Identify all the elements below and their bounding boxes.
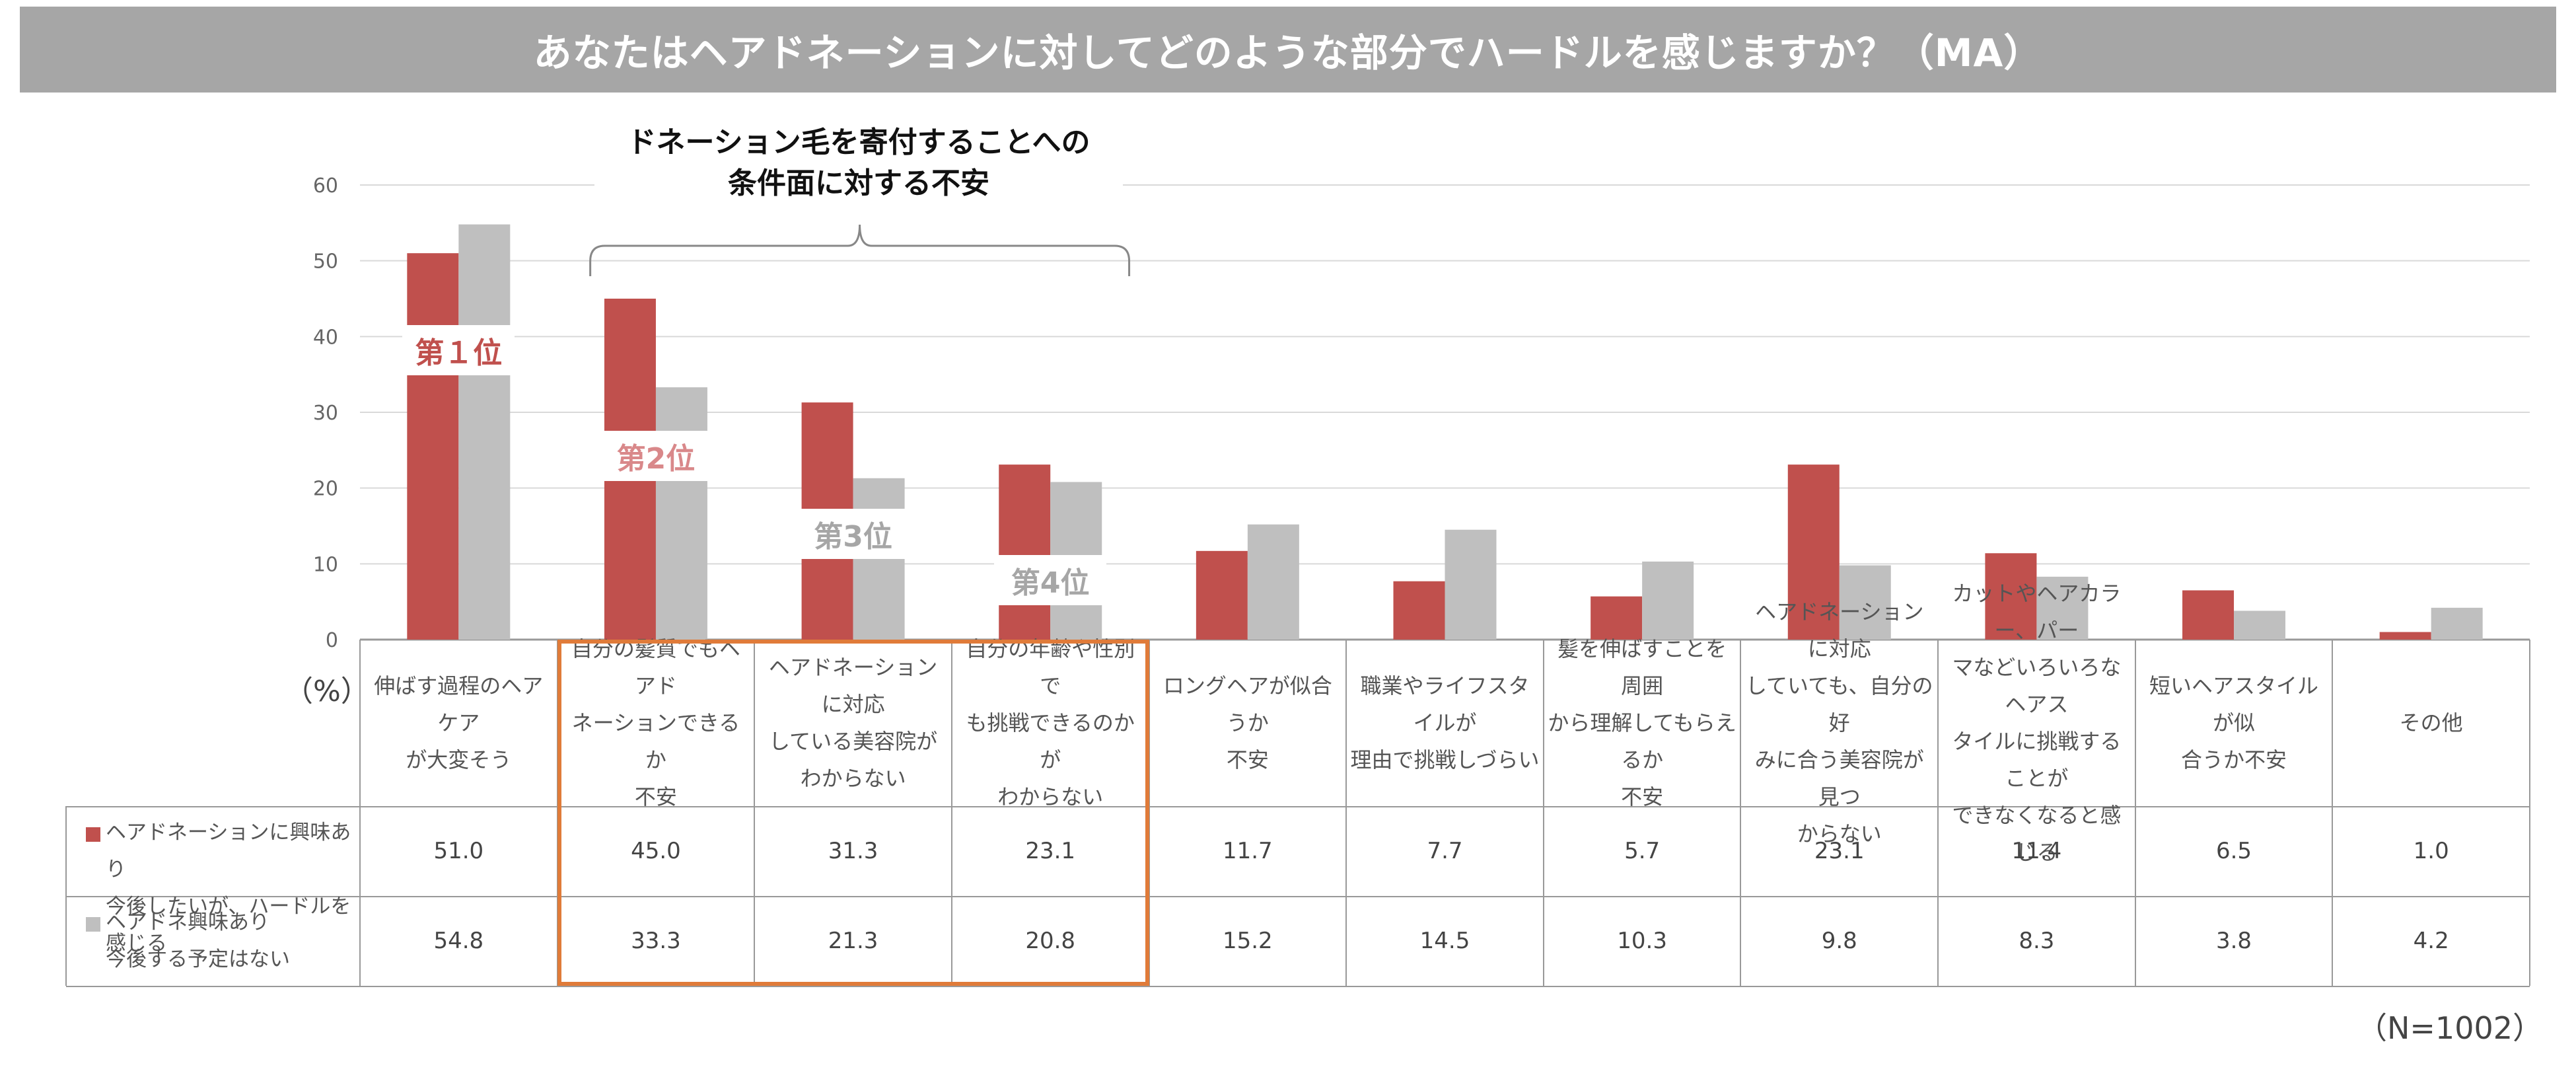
data-value: 8.3 [2019,928,2055,954]
y-tick-label: 10 [313,553,338,576]
bar-series-1 [1591,596,1643,640]
bar-series-2 [458,224,511,640]
rank-label: 第１位 [402,325,515,375]
data-value: 10.3 [1617,928,1667,954]
data-value: 33.3 [631,928,681,954]
table-row-rule [66,806,2530,807]
data-value: 23.1 [1814,838,1865,864]
data-value: 4.2 [2413,928,2449,954]
legend-label: ヘアドネーションに興味あり 今後したいが、ハードルを感じる [106,821,351,955]
callout-bracket [589,224,1131,276]
table-column-rule [2529,640,2530,986]
highlight-box [557,640,1149,986]
category-label: ロングヘアが似合うか 不安 [1163,673,1332,772]
category-label: ヘアドネーションに対応 していても、自分の好 みに合う美容院が見つ からない [1746,599,1933,846]
bar-series-1 [1985,553,2037,640]
bar-series-1 [1393,581,1445,640]
data-value: 6.5 [2215,838,2252,864]
bracket-path [589,224,1131,276]
table-column-rule [1148,640,1150,986]
rank-label: 第4位 [994,555,1107,605]
bar-series-2 [1247,524,1299,640]
table-column-rule [1345,640,1347,986]
data-value: 11.7 [1222,838,1273,864]
bar-series-2 [1642,561,1694,640]
category-label: 短いヘアスタイルが似 合うか不安 [2149,673,2319,772]
y-tick-label: 40 [313,326,338,349]
bars [407,224,2483,640]
legend-swatch [86,827,100,842]
bar-series-2 [1839,565,1891,640]
bar-series-1 [999,464,1051,640]
data-value: 11.4 [2011,838,2062,864]
table-column-rule [359,640,361,986]
legend-swatch [86,917,100,932]
title-bar: あなたはヘアドネーションに対してどのような部分でハードルを感じますか？（MA） [20,7,2556,93]
y-tick-label: 50 [313,250,338,274]
rank-label: 第2位 [599,431,712,481]
data-value: 15.2 [1222,928,1273,954]
data-value: 21.3 [828,928,878,954]
bar-series-2 [1445,529,1497,640]
table-column-rule [754,640,756,986]
data-value: 20.8 [1025,928,1076,954]
bar-series-2 [2431,607,2483,640]
category-label: その他 [2399,710,2463,735]
bar-series-1 [407,253,459,640]
data-value: 14.5 [1419,928,1470,954]
data-value: 23.1 [1025,838,1076,864]
legend-label: ヘアドネ興味あり 今後する予定はない [106,910,290,971]
data-value: 7.7 [1427,838,1463,864]
category-label: 髪を伸ばすことを周囲 から理解してもらえるか 不安 [1548,636,1736,809]
bar-series-2 [655,387,707,640]
data-value: 5.7 [1624,838,1661,864]
category-label: カットやヘアカラー、パー マなどいろいろなヘアス タイルに挑戦することが できな… [1952,581,2122,865]
legend-entry: ヘアドネーションに興味あり 今後したいが、ハードルを感じる [66,814,360,955]
callout-label: ドネーション毛を寄付することへの 条件面に対する不安 [594,122,1123,204]
table-column-rule [2134,640,2136,986]
table-column-rule [1937,640,1939,986]
y-tick-label: 20 [313,478,338,501]
rank-label: 第3位 [797,509,910,559]
legend-entry: ヘアドネ興味あり 今後する予定はない [66,904,360,986]
category-label: ヘアドネーションに対応 している美容院が わからない [768,655,938,791]
bar-series-1 [1196,550,1248,640]
table-column-rule [1542,640,1544,986]
bar-series-1 [2379,632,2431,640]
data-value: 51.0 [433,838,484,864]
bar-series-2 [2234,611,2286,640]
y-tick-label: 0 [326,629,338,652]
y-tick-label: 60 [313,174,338,198]
unit-label: （%） [284,675,370,708]
data-value: 45.0 [631,838,681,864]
bar-series-2 [2036,576,2089,640]
table-column-rule [1740,640,1742,986]
data-value: 54.8 [433,928,484,954]
bar-series-1 [1787,464,1840,640]
data-value: 31.3 [828,838,878,864]
data-value: 1.0 [2413,838,2449,864]
data-value: 3.8 [2215,928,2252,954]
y-tick-label: 30 [313,402,338,425]
table-row-rule [66,896,2530,897]
table-column-rule [950,640,952,986]
bar-series-1 [2182,590,2235,640]
sample-size-label: （N=1002） [2356,1010,2543,1046]
table-column-rule [2332,640,2334,986]
chart-title: あなたはヘアドネーションに対してどのような部分でハードルを感じますか？（MA） [533,30,2043,75]
data-value: 9.8 [1821,928,1857,954]
table-row-rule [66,986,2530,987]
category-label: 職業やライフスタイルが 理由で挑戦しづらい [1350,673,1540,772]
category-label: 伸ばす過程のヘアケア が大変そう [374,673,544,772]
